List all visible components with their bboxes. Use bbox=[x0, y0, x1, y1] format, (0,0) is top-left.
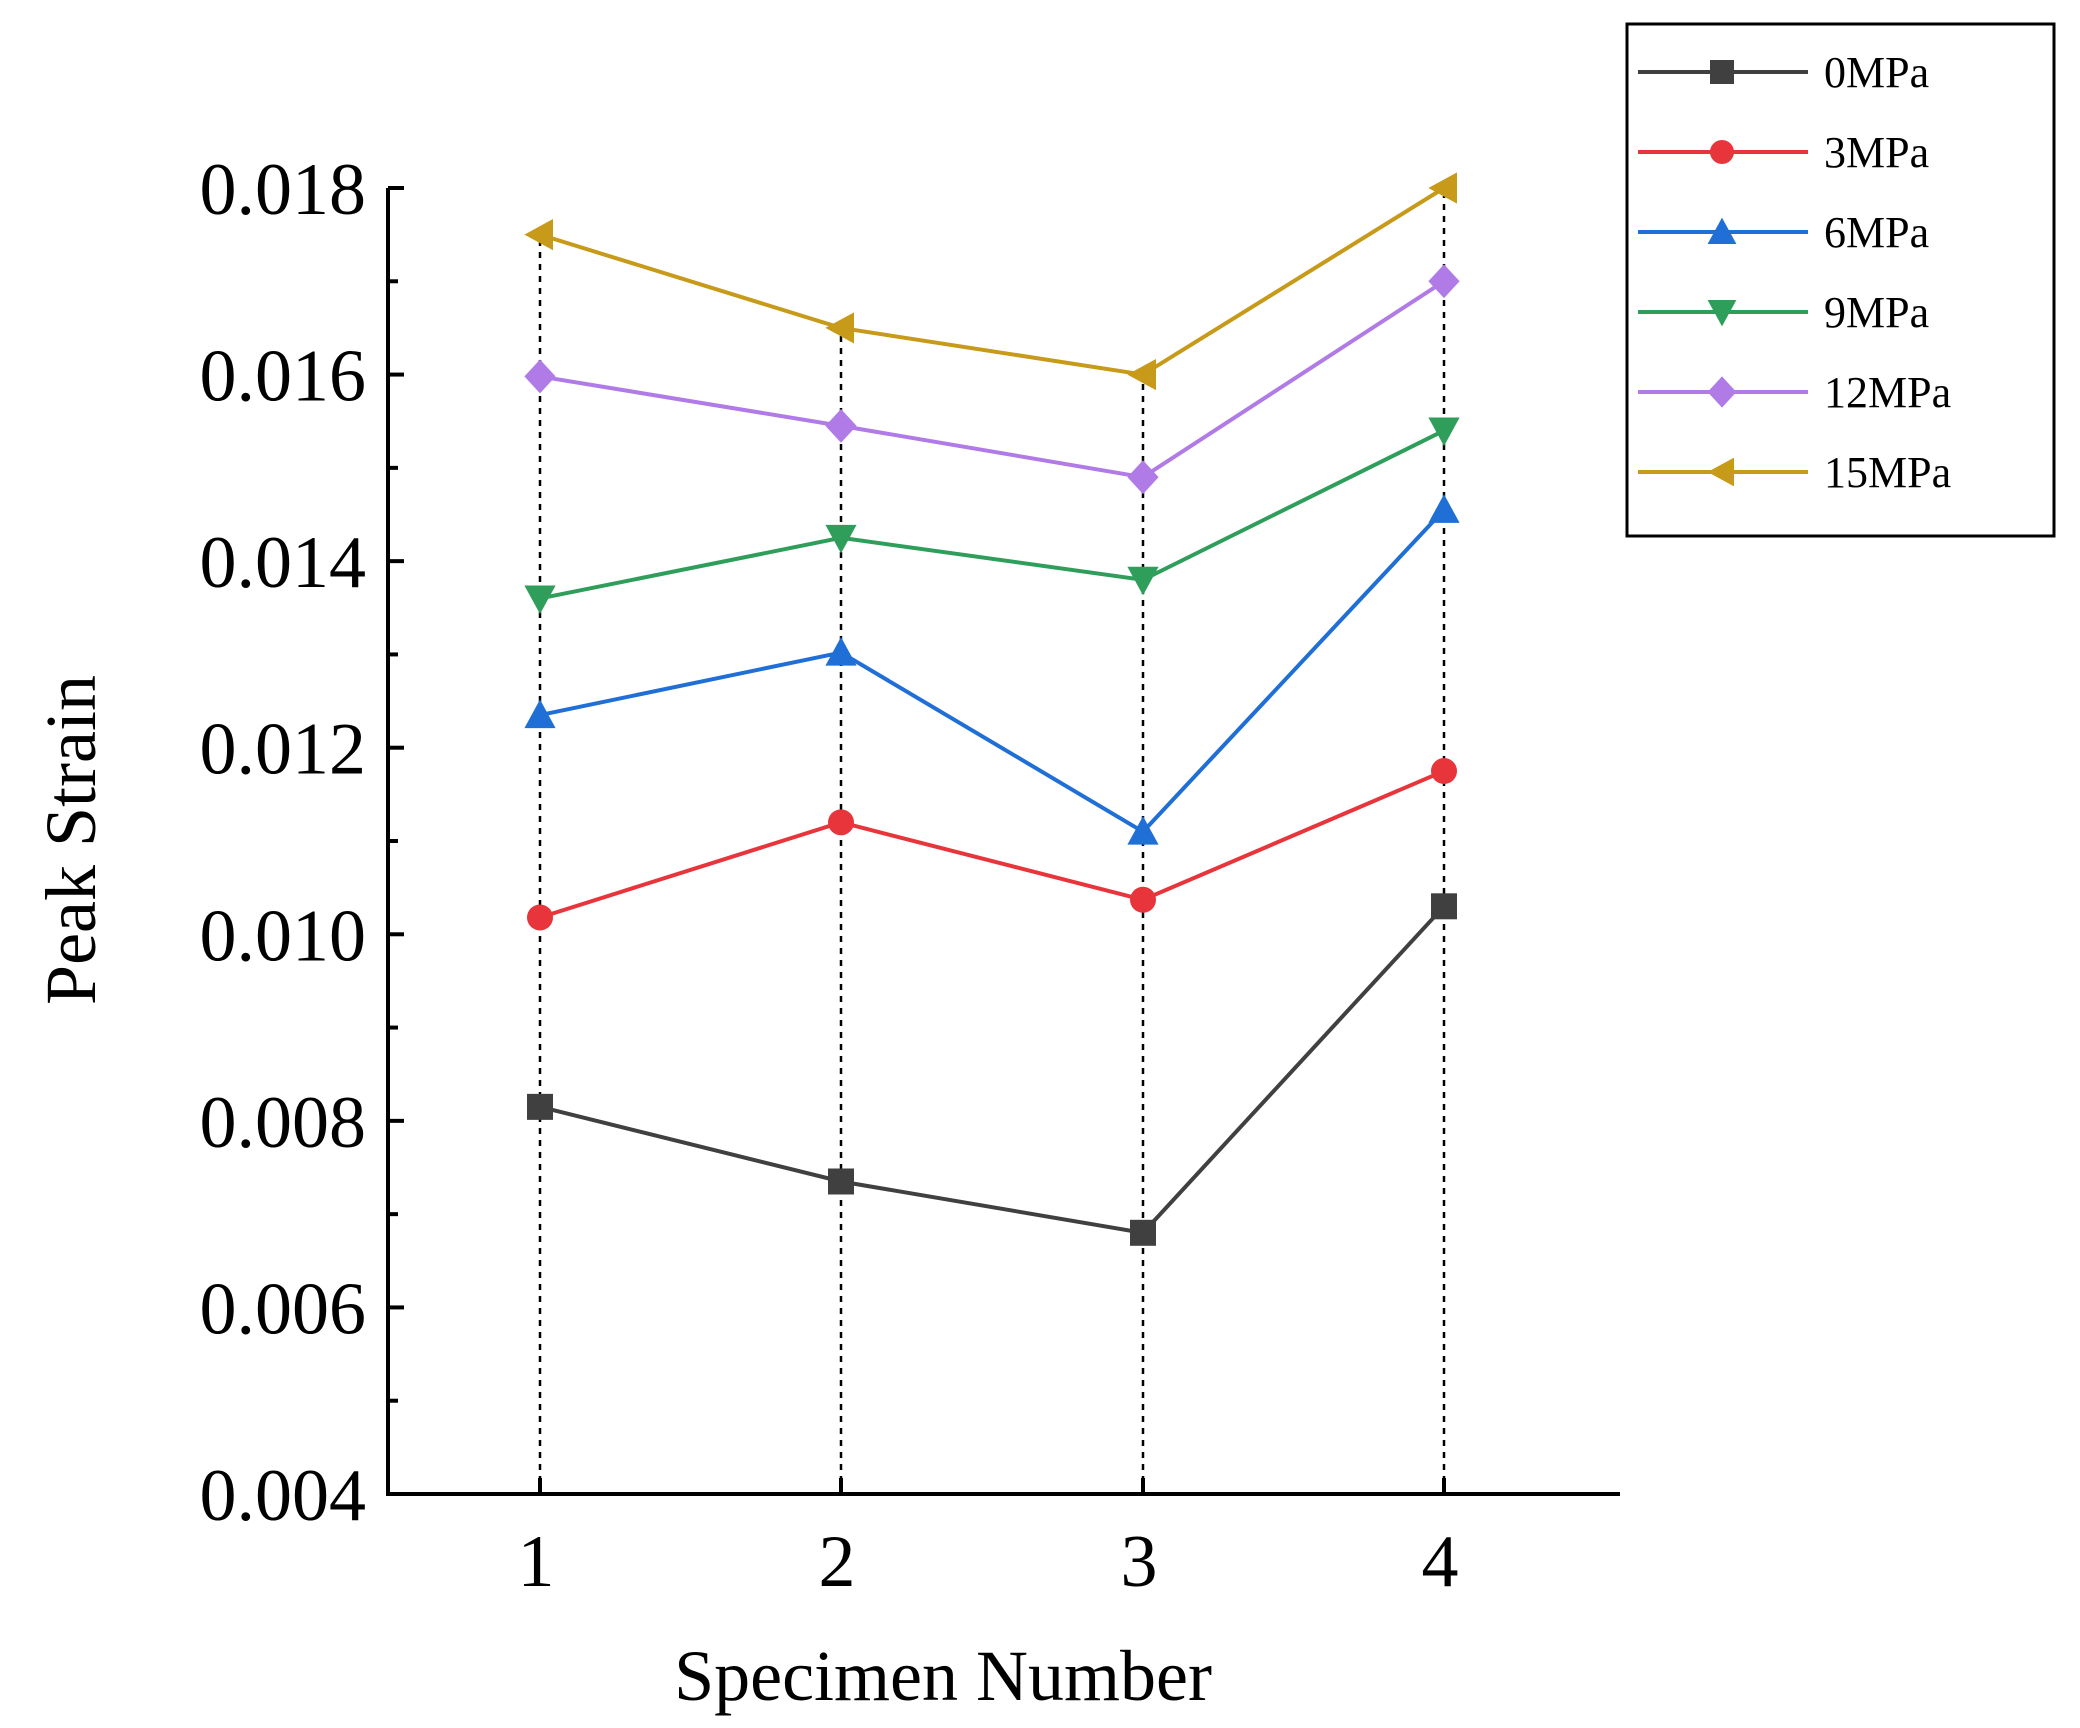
series-12MPa bbox=[524, 264, 1460, 495]
axes-layer bbox=[386, 188, 1620, 1496]
data-point-9MPa-4 bbox=[1428, 417, 1460, 447]
legend-item-12MPa: 12MPa bbox=[1638, 368, 1951, 417]
y-tick-label: 0.012 bbox=[200, 709, 367, 791]
series-9MPa bbox=[524, 417, 1460, 615]
legend-marker bbox=[1710, 60, 1734, 84]
series-line-0MPa bbox=[539, 904, 1446, 1235]
x-tick-label: 2 bbox=[819, 1521, 856, 1603]
data-point-6MPa-4 bbox=[1428, 494, 1460, 523]
legend-label: 0MPa bbox=[1824, 48, 1929, 97]
y-tick-label: 0.018 bbox=[200, 149, 367, 231]
data-point-6MPa-3 bbox=[1127, 816, 1159, 845]
legend-item-15MPa: 15MPa bbox=[1638, 448, 1951, 497]
drop-lines bbox=[538, 188, 1446, 1494]
data-point-9MPa-3 bbox=[1127, 566, 1159, 596]
x-tick-label: 1 bbox=[518, 1521, 555, 1603]
legend-item-6MPa: 6MPa bbox=[1638, 208, 1929, 257]
data-point-3MPa-3 bbox=[1130, 886, 1156, 913]
series-line-12MPa bbox=[539, 279, 1446, 480]
legend-item-3MPa: 3MPa bbox=[1638, 128, 1929, 177]
legend-marker bbox=[1710, 140, 1734, 164]
data-point-12MPa-3 bbox=[1127, 460, 1159, 495]
series-6MPa bbox=[524, 494, 1460, 845]
data-point-12MPa-4 bbox=[1428, 264, 1460, 299]
data-point-9MPa-1 bbox=[524, 585, 556, 615]
y-axis-title: Peak Strain bbox=[31, 675, 111, 1005]
legend-item-0MPa: 0MPa bbox=[1638, 48, 1929, 97]
y-tick-label: 0.006 bbox=[200, 1268, 367, 1350]
legend-label: 12MPa bbox=[1824, 368, 1951, 417]
legend-label: 6MPa bbox=[1824, 208, 1929, 257]
data-point-15MPa-2 bbox=[825, 312, 854, 344]
data-point-6MPa-2 bbox=[825, 636, 857, 666]
y-tick-label: 0.004 bbox=[200, 1455, 367, 1537]
data-point-15MPa-1 bbox=[524, 219, 553, 251]
legend-label: 3MPa bbox=[1824, 128, 1929, 177]
data-point-0MPa-4 bbox=[1431, 893, 1457, 920]
data-point-15MPa-4 bbox=[1428, 172, 1457, 204]
data-point-0MPa-1 bbox=[527, 1093, 553, 1120]
legend-marker bbox=[1707, 300, 1737, 327]
series-line-9MPa bbox=[539, 428, 1445, 601]
x-axis-title: Specimen Number bbox=[674, 1636, 1212, 1716]
legend-item-9MPa: 9MPa bbox=[1638, 288, 1929, 337]
series-layer bbox=[524, 172, 1460, 1246]
data-point-12MPa-2 bbox=[825, 408, 857, 443]
data-point-3MPa-2 bbox=[828, 809, 854, 836]
y-tick-label: 0.008 bbox=[200, 1082, 367, 1164]
data-point-12MPa-1 bbox=[524, 359, 556, 394]
series-line-15MPa bbox=[539, 186, 1446, 377]
data-point-0MPa-2 bbox=[828, 1168, 854, 1195]
data-point-6MPa-1 bbox=[524, 699, 556, 729]
legend-marker bbox=[1707, 217, 1737, 244]
legend-label: 15MPa bbox=[1824, 448, 1951, 497]
y-tick-label: 0.010 bbox=[200, 895, 367, 977]
y-tick-label: 0.016 bbox=[200, 336, 367, 418]
ticks-layer: 0.004 0.006 0.008 0.010 0.012 0.014 0.016 0.018… bbox=[200, 149, 1459, 1603]
legend-marker bbox=[1707, 457, 1734, 487]
legend: 0MPa 3MPa 6MPa 9MPa 12MPa 15MPa bbox=[1625, 22, 2056, 538]
legend-marker bbox=[1707, 376, 1737, 408]
legend-label: 9MPa bbox=[1824, 288, 1929, 337]
x-tick-label: 3 bbox=[1121, 1521, 1158, 1603]
data-point-15MPa-3 bbox=[1127, 358, 1156, 391]
data-point-3MPa-4 bbox=[1431, 758, 1457, 785]
series-3MPa bbox=[527, 758, 1457, 931]
series-line-6MPa bbox=[539, 508, 1446, 835]
legend-box bbox=[1625, 22, 2056, 538]
data-point-3MPa-1 bbox=[527, 904, 553, 931]
data-point-9MPa-2 bbox=[825, 524, 857, 554]
series-15MPa bbox=[524, 172, 1457, 391]
data-point-0MPa-3 bbox=[1130, 1219, 1156, 1246]
y-tick-label: 0.014 bbox=[200, 522, 367, 604]
x-tick-label: 4 bbox=[1422, 1521, 1459, 1603]
series-0MPa bbox=[527, 893, 1457, 1246]
series-line-3MPa bbox=[539, 769, 1445, 920]
